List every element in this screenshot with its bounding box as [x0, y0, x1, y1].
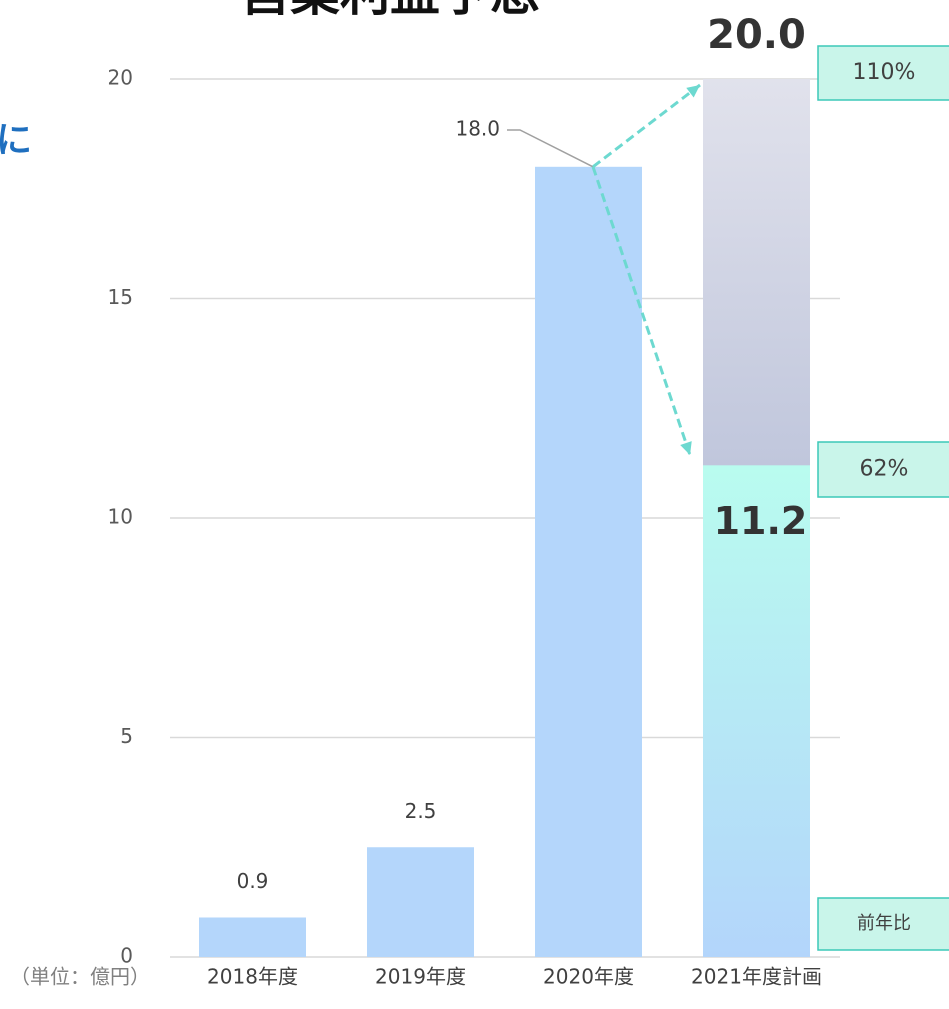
leader-line [507, 129, 594, 168]
bar [367, 847, 474, 957]
annotation-box [817, 45, 949, 101]
value-label: 18.0 [455, 117, 500, 141]
x-tick-label: 2021年度計画 [691, 965, 822, 989]
y-tick-label: 20 [108, 66, 133, 90]
bar [535, 166, 642, 958]
bar [199, 917, 306, 957]
y-tick-label: 10 [108, 505, 133, 529]
value-label: 0.9 [237, 869, 269, 893]
annotation: 62% [860, 457, 909, 482]
y-tick-label: 15 [108, 285, 133, 309]
arrow-head [686, 85, 700, 98]
annotation: 前年比 [857, 913, 911, 934]
value-label: 11.2 [714, 499, 808, 543]
annotation-box [817, 441, 949, 498]
arrow [591, 166, 692, 456]
annotation: 110% [853, 60, 916, 85]
x-tick-label: 2020年度 [543, 965, 634, 989]
unit-label: （単位：億円） [10, 965, 150, 989]
y-tick-label: 5 [120, 724, 133, 748]
x-tick-label: 2019年度 [375, 965, 466, 989]
side-text: に [0, 120, 32, 161]
chart-title: 営業利益予想 [240, 0, 540, 22]
annotation-box [817, 897, 949, 951]
value-label: 2.5 [405, 799, 437, 823]
arrow-head [680, 441, 692, 455]
y-tick-label: 0 [120, 944, 133, 968]
x-tick-label: 2018年度 [207, 965, 298, 989]
value-label: 20.0 [707, 12, 806, 58]
bar [703, 465, 810, 957]
arrow [592, 83, 701, 168]
